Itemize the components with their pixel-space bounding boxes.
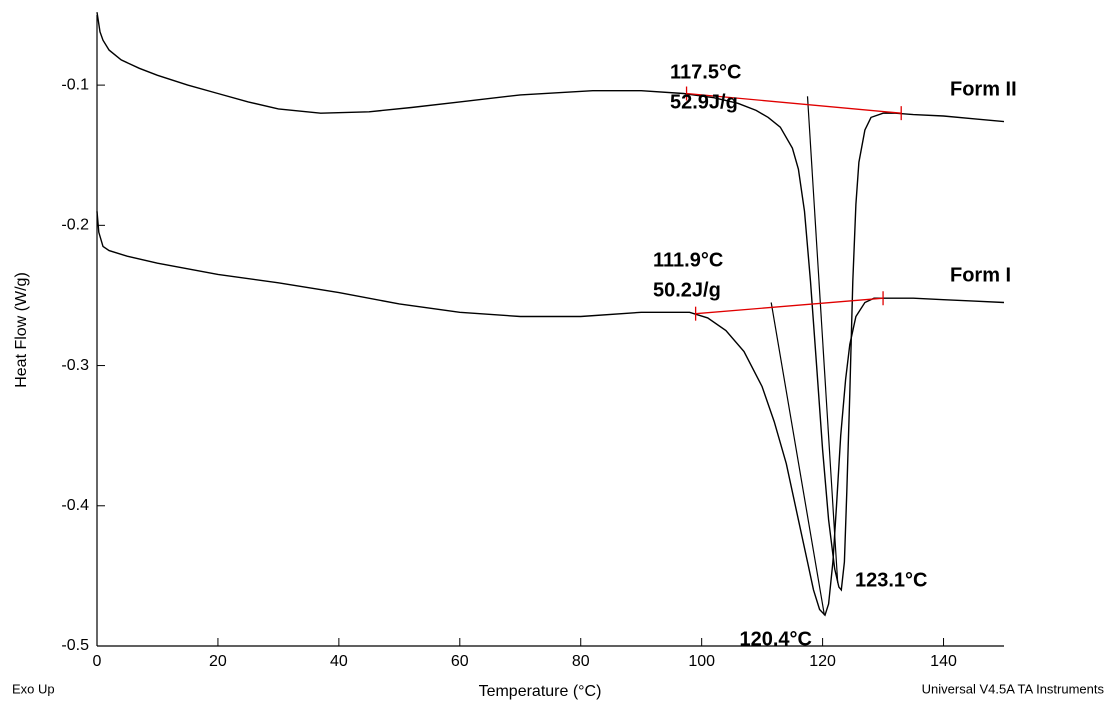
baseline: [686, 92, 902, 114]
y-tick-label: -0.3: [61, 357, 89, 374]
tangent-line: [770, 302, 825, 616]
annotation: 50.2J/g: [653, 279, 721, 301]
x-tick-label: 60: [451, 653, 469, 670]
y-tick-label: -0.5: [61, 637, 89, 654]
annotation: 120.4°C: [740, 628, 813, 650]
annotation: 111.9°C: [653, 249, 723, 271]
tangent-line: [806, 96, 839, 583]
y-tick-label: -0.4: [61, 497, 89, 514]
footer-left: Exo Up: [12, 681, 55, 696]
x-tick-label: 100: [688, 653, 715, 670]
baseline: [695, 297, 884, 315]
x-tick-label: 140: [930, 653, 957, 670]
annotation: 52.9J/g: [670, 91, 738, 113]
x-tick-label: 20: [209, 653, 227, 670]
curve: [96, 211, 1005, 617]
x-tick-label: 80: [572, 653, 590, 670]
legend-label: Form II: [950, 78, 1017, 100]
curve: [96, 12, 1005, 592]
annotation: 123.1°C: [855, 569, 928, 591]
y-tick-label: -0.2: [61, 217, 89, 234]
y-tick-label: -0.1: [61, 76, 89, 93]
footer-right: Universal V4.5A TA Instruments: [922, 681, 1105, 696]
x-axis-label: Temperature (°C): [479, 683, 602, 700]
annotation: 117.5°C: [670, 61, 741, 83]
legend-label: Form I: [950, 264, 1011, 286]
x-tick-label: 40: [330, 653, 348, 670]
x-tick-label: 120: [809, 653, 836, 670]
x-tick-label: 0: [93, 653, 102, 670]
y-axis-label: Heat Flow (W/g): [13, 272, 30, 388]
